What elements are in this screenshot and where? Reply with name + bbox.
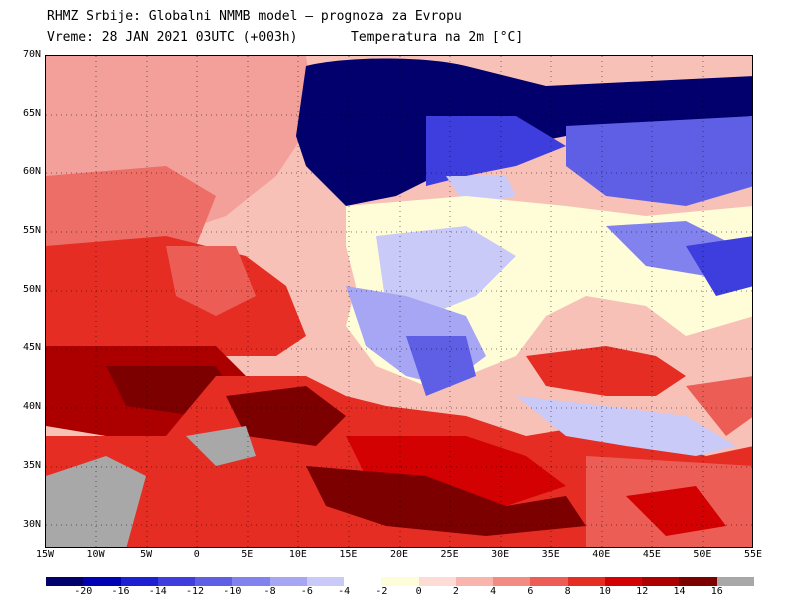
lon-label: 5W <box>140 549 153 560</box>
lon-label: 45E <box>642 549 661 560</box>
legend-label: -8 <box>263 586 276 597</box>
legend-swatch <box>642 577 680 586</box>
legend-label: 14 <box>673 586 686 597</box>
lon-label: 30E <box>491 549 510 560</box>
legend-label: 2 <box>452 586 459 597</box>
legend-label: -14 <box>148 586 167 597</box>
legend-swatch <box>120 577 159 586</box>
legend-label: 16 <box>710 586 723 597</box>
legend-swatch <box>455 577 494 586</box>
legend-swatch <box>269 577 308 586</box>
legend-swatch <box>344 577 382 586</box>
lat-label: 35N <box>22 459 41 471</box>
lon-label: 40E <box>592 549 611 560</box>
lon-label: 15W <box>35 549 55 560</box>
lon-label: 0 <box>193 549 200 560</box>
lon-label: 25E <box>440 549 459 560</box>
lat-label: 50N <box>22 283 41 295</box>
legend-label: -20 <box>74 586 93 597</box>
lon-label: 5E <box>241 549 254 560</box>
temperature-field <box>46 56 752 547</box>
legend-label: -12 <box>186 586 205 597</box>
lon-label: 35E <box>541 549 560 560</box>
color-legend <box>46 577 755 586</box>
lon-label: 10E <box>288 549 307 560</box>
lat-label: 65N <box>22 107 41 119</box>
legend-label: -2 <box>375 586 388 597</box>
legend-swatch <box>716 577 755 586</box>
legend-swatch <box>195 577 233 586</box>
legend-swatch <box>567 577 606 586</box>
legend-label: -10 <box>223 586 242 597</box>
lat-label: 30N <box>22 518 41 530</box>
lat-label: 70N <box>22 49 41 60</box>
legend-label: -16 <box>111 586 130 597</box>
lon-label: 55E <box>743 549 763 560</box>
lon-label: 15E <box>339 549 358 560</box>
lat-label: 40N <box>22 401 41 413</box>
legend-label: 8 <box>564 586 571 597</box>
lon-label: 20E <box>389 549 409 560</box>
legend-label: 12 <box>636 586 649 597</box>
temperature-map <box>45 55 753 548</box>
legend-label: -4 <box>338 586 351 597</box>
legend-swatch <box>306 577 345 586</box>
legend-swatch <box>232 577 271 586</box>
legend-swatch <box>46 577 84 586</box>
legend-label: -6 <box>300 586 313 597</box>
legend-swatch <box>418 577 457 586</box>
legend-swatch <box>679 577 718 586</box>
legend-swatch <box>157 577 196 586</box>
legend-label: 6 <box>527 586 534 597</box>
lon-label: 10W <box>86 549 105 560</box>
forecast-time: Vreme: 28 JAN 2021 03UTC (+003h) <box>47 30 298 45</box>
legend-swatch <box>604 577 643 586</box>
lon-label: 50E <box>693 549 712 560</box>
variable-name: Temperatura na 2m [°C] <box>351 30 524 45</box>
map-title: RHMZ Srbije: Globalni NMMB model — progn… <box>47 9 462 24</box>
legend-label: 0 <box>415 586 422 597</box>
lat-label: 60N <box>22 166 41 178</box>
legend-swatch <box>493 577 531 586</box>
legend-label: 10 <box>598 586 611 597</box>
legend-swatch <box>530 577 569 586</box>
lat-label: 45N <box>22 342 41 354</box>
legend-swatch <box>381 577 420 586</box>
legend-label: 4 <box>490 586 497 597</box>
lat-label: 55N <box>22 225 41 237</box>
legend-swatch <box>83 577 121 586</box>
